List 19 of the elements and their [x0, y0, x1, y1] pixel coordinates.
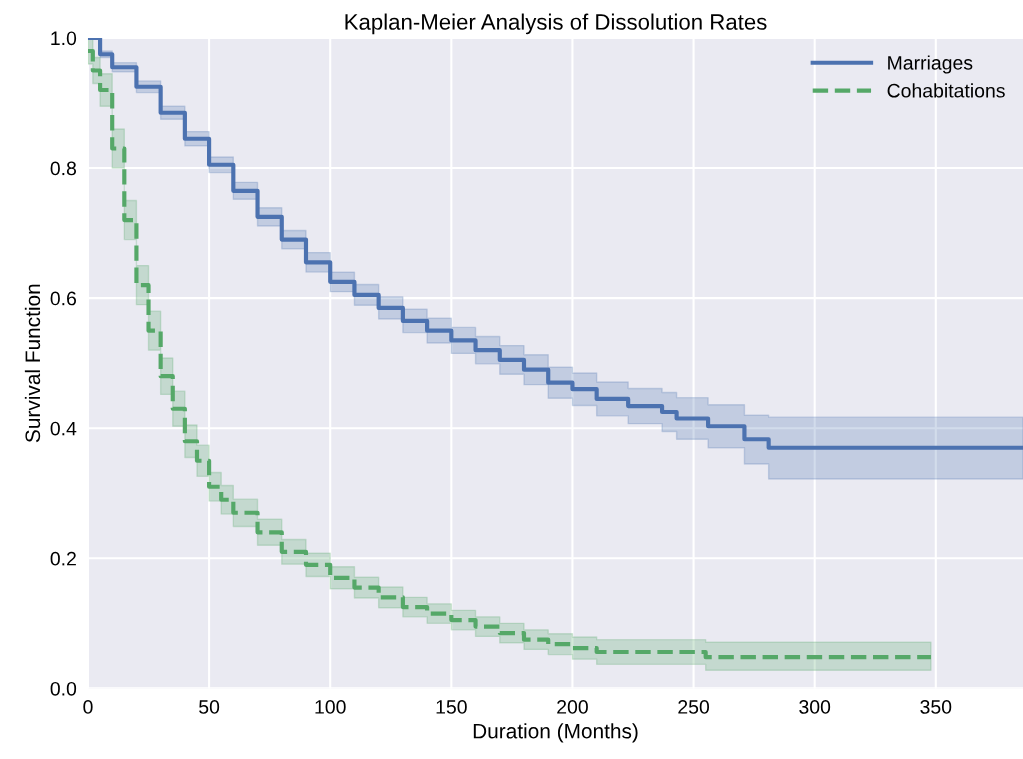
- y-axis-title: Survival Function: [24, 284, 41, 443]
- legend-label: Marriages: [888, 55, 973, 74]
- x-tick-label: 0: [83, 700, 93, 714]
- x-tick-label: 350: [920, 700, 952, 714]
- y-tick-label: 1.0: [51, 31, 77, 46]
- x-tick-label: 300: [799, 700, 831, 714]
- y-tick-label: 0.2: [50, 551, 76, 566]
- x-tick-label: 100: [315, 700, 346, 714]
- y-tick-label: 0.8: [50, 161, 77, 176]
- chart-title: Kaplan-Meier Analysis of Dissolution Rates: [345, 13, 767, 35]
- x-tick-label: 200: [557, 700, 588, 714]
- x-tick-label: 50: [199, 700, 220, 714]
- y-tick-label: 0.6: [50, 291, 77, 306]
- x-axis-title: Duration (Months): [473, 723, 638, 743]
- x-tick-label: 150: [436, 700, 467, 714]
- x-tick-label: 250: [678, 700, 710, 714]
- legend-label: Cohabitations: [887, 83, 1005, 98]
- y-tick-label: 0.4: [50, 421, 77, 436]
- y-tick-label: 0.0: [50, 681, 77, 696]
